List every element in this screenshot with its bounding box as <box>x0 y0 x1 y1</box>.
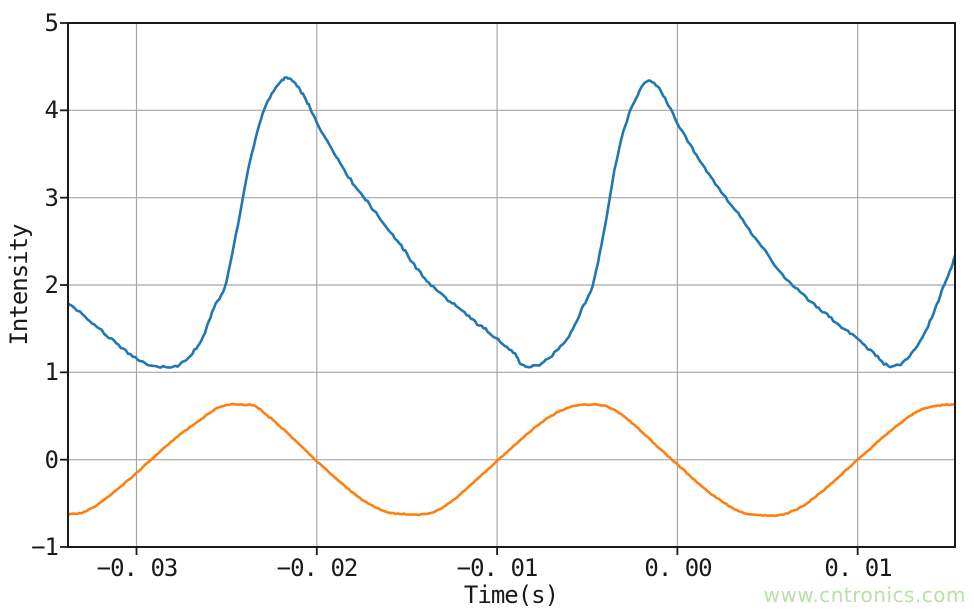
x-tick-label: −0. 02 <box>276 554 359 582</box>
x-tick-label: 0. 01 <box>824 554 892 582</box>
y-tick-label: 4 <box>44 96 59 124</box>
y-tick-label: 0 <box>44 446 59 474</box>
y-tick-label: 3 <box>44 184 59 212</box>
series-orange-scan-ramp <box>68 402 955 518</box>
x-tick-label: −0. 01 <box>456 554 539 582</box>
y-tick-label: 1 <box>44 358 59 386</box>
y-tick-label: 5 <box>44 9 59 37</box>
x-tick-label: 0. 00 <box>644 554 712 582</box>
y-tick-label: 2 <box>44 271 59 299</box>
plot-border <box>67 22 956 548</box>
y-axis-label: Intensity <box>5 224 33 346</box>
x-tick-label: −0. 03 <box>96 554 179 582</box>
watermark-text: www.cntronics.com <box>763 583 966 607</box>
series-blue-intensity-pulse <box>68 76 955 369</box>
x-axis-label: Time(s) <box>463 581 559 609</box>
y-tick-label: −1 <box>31 533 59 561</box>
